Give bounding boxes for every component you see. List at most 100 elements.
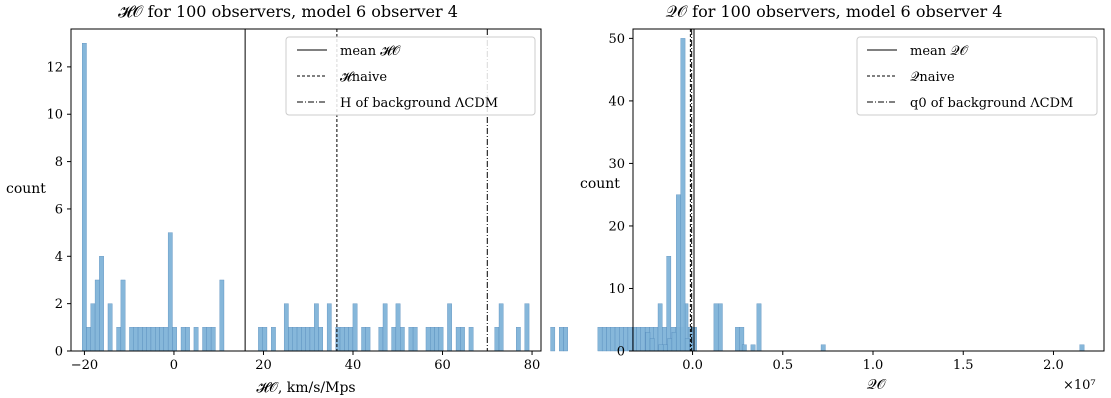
- right-x-offset-label: ×10⁷: [1063, 378, 1096, 393]
- right-plot-frame: [632, 28, 1105, 352]
- right-x-tick-label: 1.0: [863, 358, 884, 373]
- left-histogram-bar: [713, 303, 719, 352]
- left-legend-label-background: H of background ΛCDM: [340, 96, 498, 111]
- right-histogram-bar: [676, 194, 681, 352]
- left-histogram-bar: [292, 327, 298, 352]
- left-histogram-bar: [361, 327, 366, 352]
- left-histogram-bar: [318, 327, 324, 352]
- left-x-tick-label: 60: [434, 358, 451, 373]
- left-x-ticks: −20 0 20 40 60 80: [71, 351, 541, 373]
- left-histogram-bar: [262, 327, 268, 352]
- left-y-tick-label: 0: [55, 345, 63, 360]
- right-x-tick-label: 2.0: [1043, 358, 1064, 373]
- left-histogram-bar: [129, 327, 134, 352]
- left-histogram-bar: [271, 327, 276, 352]
- left-legend-label-naive: 𝓗naive: [340, 70, 387, 85]
- left-histogram-bar: [412, 327, 418, 352]
- left-y-axis-label: count: [6, 181, 46, 197]
- left-histogram-bar: [180, 327, 186, 352]
- left-histogram-bar: [305, 327, 311, 352]
- right-histogram-bar: [667, 338, 673, 352]
- right-histogram-bar: [680, 38, 686, 352]
- left-histogram-bar: [434, 327, 440, 352]
- left-histogram-bar: [408, 327, 414, 352]
- left-histogram-bar: [606, 327, 611, 352]
- left-histogram-bar: [455, 327, 461, 352]
- right-histogram-bar: [662, 344, 668, 352]
- left-histogram-bar: [326, 303, 332, 352]
- left-x-tick-label: −20: [71, 358, 98, 373]
- left-histogram-bar: [447, 303, 452, 352]
- left-histogram-bar: [90, 303, 96, 352]
- left-histogram-bar: [563, 327, 568, 352]
- left-histogram-bar: [348, 327, 354, 352]
- right-vertical-lines: [689, 29, 695, 351]
- left-histogram-bar: [666, 256, 672, 352]
- right-y-tick-label: 40: [608, 94, 625, 109]
- left-x-axis-label: 𝓗𝒪, km/s/Mps: [256, 380, 355, 396]
- left-x-tick-label: 0: [170, 358, 178, 373]
- right-legend-label-mean: mean 𝒬𝒪: [910, 44, 969, 59]
- left-histogram-bar: [524, 303, 530, 352]
- left-histogram-bar: [133, 327, 139, 352]
- right-histogram-bar: [741, 344, 747, 352]
- left-histogram-bar: [391, 327, 397, 352]
- left-histogram-bar: [756, 303, 762, 352]
- left-histogram-bar: [185, 327, 190, 352]
- left-legend-box: [285, 36, 536, 116]
- right-histogram-panel: 𝒬𝒪 for 100 observers, model 6 observer 4…: [580, 2, 1105, 393]
- left-histogram-bar: [597, 327, 603, 352]
- left-histogram-bar: [382, 303, 388, 352]
- left-x-tick-label: 80: [524, 358, 541, 373]
- left-histogram-bar: [335, 327, 341, 352]
- right-y-tick-label: 10: [608, 282, 625, 297]
- left-histogram-bar: [378, 327, 384, 352]
- left-y-tick-label: 10: [46, 108, 63, 123]
- left-y-tick-label: 8: [55, 155, 63, 170]
- left-plot-frame: [70, 28, 542, 352]
- right-y-tick-label: 0: [617, 345, 625, 360]
- left-histogram-bar: [640, 327, 646, 352]
- left-histogram-bar: [425, 327, 431, 352]
- right-legend: mean 𝒬𝒪 𝒬naive q0 of background ΛCDM: [856, 36, 1098, 116]
- left-x-tick-label: 40: [345, 358, 362, 373]
- left-histogram-bar: [301, 327, 306, 352]
- left-histogram-bar: [120, 279, 126, 352]
- left-histogram-bar: [288, 327, 293, 352]
- left-histogram-bar: [163, 327, 169, 352]
- left-y-tick-label: 6: [55, 202, 63, 217]
- left-y-tick-label: 2: [55, 297, 63, 312]
- left-histogram-bar: [657, 303, 663, 352]
- right-y-ticks: 0 10 20 30 40 50: [608, 32, 633, 360]
- left-histogram-bar: [365, 327, 371, 352]
- left-histogram-bar: [395, 303, 401, 352]
- left-histogram-bar: [202, 327, 207, 352]
- left-histogram-bar: [558, 327, 564, 352]
- left-x-tick-label: 20: [255, 358, 272, 373]
- right-histogram-bar: [658, 344, 664, 352]
- left-histogram-bar: [344, 327, 349, 352]
- right-y-tick-label: 30: [608, 157, 625, 172]
- left-histogram-bar: [430, 327, 435, 352]
- left-y-ticks: 0 2 4 6 8 10 12: [46, 60, 71, 360]
- left-histogram-bar: [193, 327, 199, 352]
- left-histogram-bar: [86, 327, 91, 352]
- left-histogram-bar: [494, 327, 500, 352]
- right-x-tick-label: 1.5: [953, 358, 974, 373]
- left-histogram-bar: [219, 279, 225, 352]
- left-histogram-bar: [116, 327, 122, 352]
- left-histogram-bar: [610, 327, 616, 352]
- right-histogram-bar: [645, 332, 651, 352]
- right-y-axis-label: count: [580, 176, 620, 192]
- left-histogram-bar: [601, 327, 607, 352]
- left-histogram-bar: [150, 327, 156, 352]
- left-histogram-bar: [142, 327, 147, 352]
- left-y-tick-label: 4: [55, 250, 63, 265]
- left-histogram-bar: [159, 327, 165, 352]
- left-legend: mean 𝓗𝒪 𝓗naive H of background ΛCDM: [285, 36, 536, 116]
- left-histogram-bar: [627, 327, 633, 352]
- right-legend-label-background: q0 of background ΛCDM: [910, 96, 1073, 111]
- left-vertical-lines: [244, 29, 488, 351]
